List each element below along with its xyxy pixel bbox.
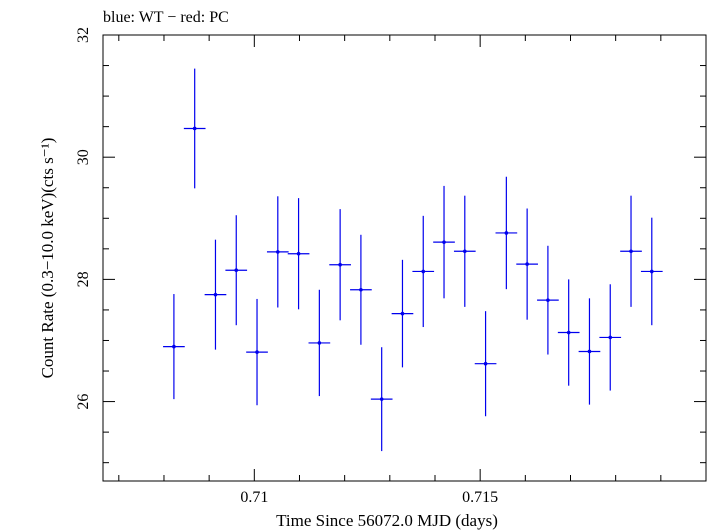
data-point (391, 259, 414, 368)
point-marker (359, 287, 363, 292)
point-marker (276, 250, 280, 254)
point-marker (463, 249, 467, 254)
data-point (329, 209, 351, 321)
point-marker (442, 240, 446, 244)
data-point (370, 347, 393, 452)
point-marker (504, 231, 509, 235)
y-tick-label: 32 (75, 27, 92, 43)
data-points (163, 68, 663, 452)
point-marker (649, 269, 654, 274)
data-point (204, 239, 227, 350)
point-marker (379, 397, 384, 401)
point-marker (629, 249, 633, 254)
data-point (620, 195, 642, 307)
plot-frame (102, 34, 707, 482)
data-point (453, 195, 476, 307)
point-marker (400, 311, 405, 316)
point-marker (338, 262, 342, 267)
data-point (557, 279, 580, 386)
point-marker (213, 292, 218, 297)
point-marker (255, 350, 259, 354)
data-point (412, 215, 435, 328)
data-point (225, 215, 248, 326)
y-axis-title: Count Rate (0.3−10.0 keV)(cts s⁻¹) (38, 138, 57, 379)
data-point (183, 68, 206, 189)
x-tick-label: 0.715 (462, 489, 498, 506)
point-marker (317, 341, 322, 345)
data-point (308, 289, 331, 397)
point-marker (587, 349, 592, 354)
data-point (287, 198, 310, 310)
point-marker (525, 262, 529, 266)
data-point (433, 185, 455, 299)
axis-ticks (103, 34, 707, 481)
point-marker (234, 268, 239, 273)
y-tick-label: 26 (75, 394, 92, 410)
point-marker (566, 330, 571, 335)
data-point (495, 176, 518, 290)
chart-title: blue: WT − red: PC (103, 9, 229, 26)
point-marker (421, 269, 426, 274)
point-marker (296, 251, 301, 256)
data-point (578, 298, 601, 405)
data-point (246, 298, 268, 406)
data-point (516, 208, 538, 320)
axis-tick-labels: 0.71 0.715 26 28 30 32 (75, 27, 498, 506)
y-tick-label: 30 (75, 149, 92, 165)
data-point (350, 234, 372, 345)
point-marker (546, 298, 550, 302)
point-marker (608, 335, 613, 340)
data-point (640, 217, 663, 326)
point-marker (172, 344, 176, 349)
data-point (599, 284, 622, 391)
data-point (163, 294, 185, 400)
x-tick-label: 0.71 (240, 489, 268, 506)
data-point (474, 311, 497, 417)
data-point (537, 245, 559, 355)
data-point (266, 196, 289, 308)
point-marker (483, 361, 488, 366)
point-marker (192, 126, 197, 131)
y-tick-label: 28 (75, 271, 92, 287)
x-axis-title: Time Since 56072.0 MJD (days) (276, 511, 498, 530)
